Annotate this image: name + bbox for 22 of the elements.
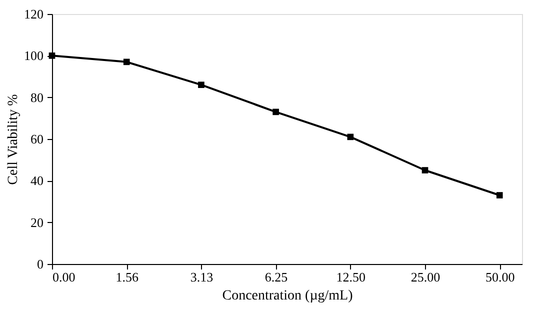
x-tick-label: 0.00: [52, 270, 76, 284]
y-tick-label: 100: [24, 48, 44, 64]
y-tick-label: 60: [30, 132, 44, 146]
x-tick-label: 25.00: [410, 270, 440, 284]
y-tick-label: 20: [30, 214, 44, 230]
y-tick-label: 0: [37, 256, 44, 272]
y-tick-label: 80: [30, 90, 44, 105]
x-tick-label: 50.00: [485, 270, 515, 284]
point: [123, 58, 130, 66]
y-tick-label: 120: [24, 6, 44, 22]
x-tick-label: 1.56: [116, 270, 139, 284]
x-tick-label: 12.50: [336, 270, 366, 284]
y-axis-title: Cell Viability %: [6, 94, 21, 185]
point: [198, 82, 204, 88]
x-tick-label: 3.13: [190, 270, 214, 284]
point: [347, 134, 354, 140]
point: [422, 167, 428, 174]
point: [272, 108, 279, 116]
point: [496, 192, 503, 198]
y-tick-label: 40: [30, 173, 44, 188]
x-axis-title: Concentration (µg/mL): [222, 288, 354, 304]
x-tick-label: 6.25: [264, 270, 288, 284]
